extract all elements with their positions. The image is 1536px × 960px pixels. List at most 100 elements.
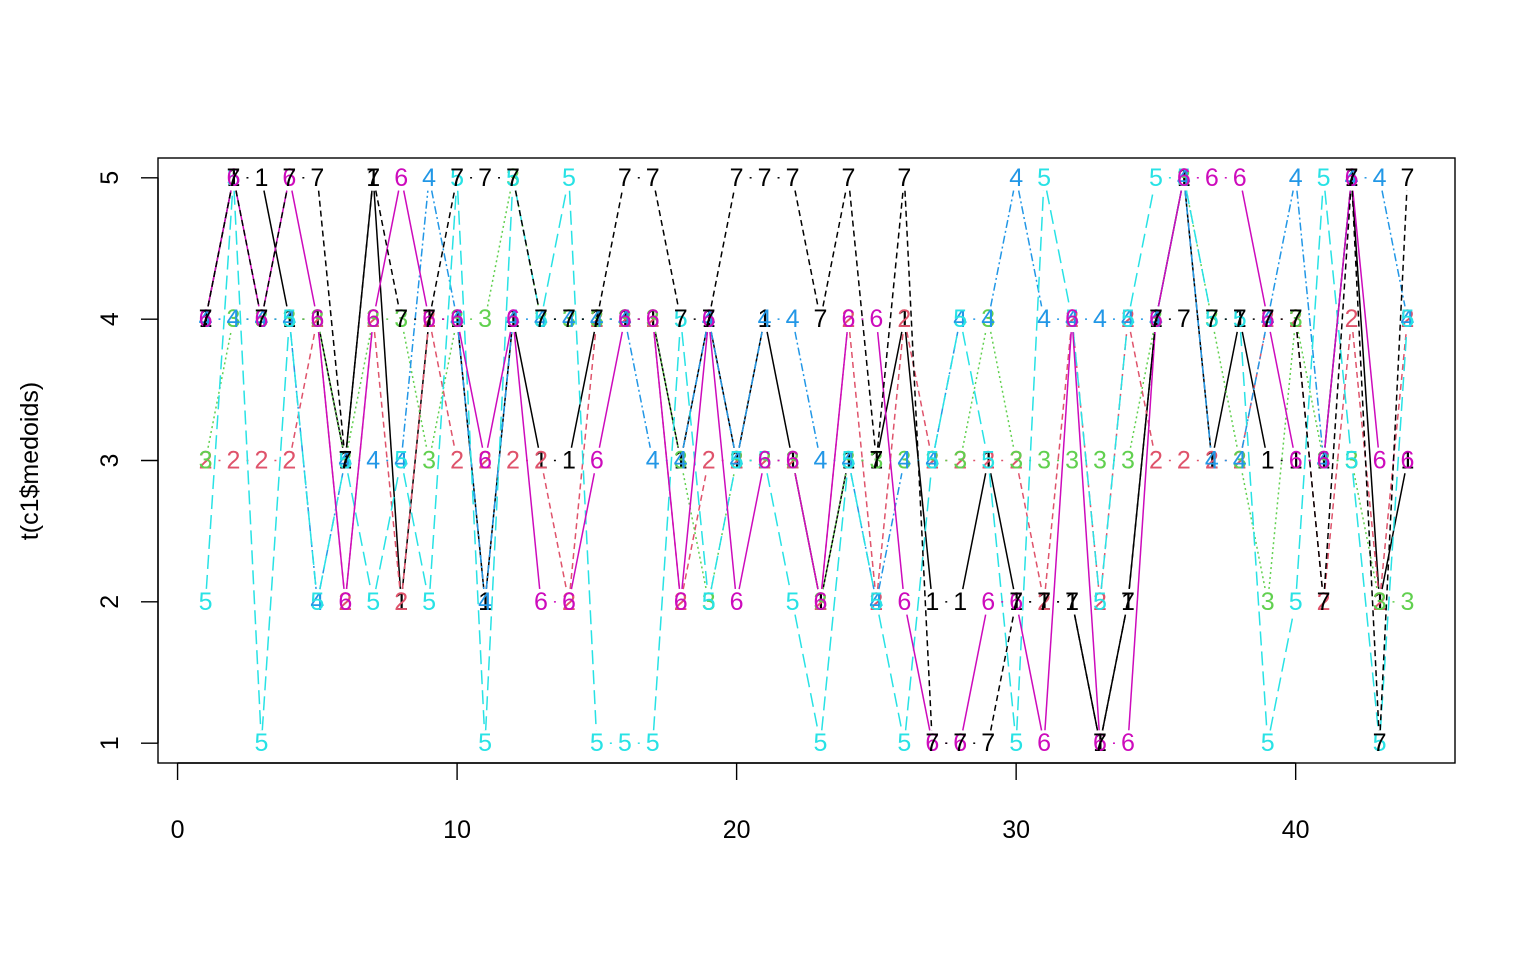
series-2-point: 2 [450, 447, 464, 475]
series-1-point: 1 [1037, 588, 1051, 616]
series-1-segment [373, 190, 402, 589]
series-4-point: 4 [841, 447, 855, 475]
series-3-point: 3 [366, 305, 380, 333]
series-3-point: 3 [1317, 447, 1331, 475]
series-7-point: 7 [366, 164, 380, 192]
series-3-point: 3 [1233, 447, 1247, 475]
series-7-point: 7 [674, 305, 688, 333]
series-3-point: 3 [1149, 305, 1163, 333]
series-3-point: 3 [506, 164, 520, 192]
series-4-point: 4 [897, 447, 911, 475]
series-7-point: 7 [1289, 305, 1303, 333]
series-1-point: 1 [590, 305, 604, 333]
series-4-segment [1296, 190, 1324, 448]
series-1-point: 1 [254, 164, 268, 192]
series-4-point: 4 [1009, 164, 1023, 192]
series-5-point: 5 [869, 588, 883, 616]
series-6-point: 6 [254, 305, 268, 333]
series-4-point: 4 [786, 305, 800, 333]
series-5-segment [233, 190, 262, 731]
series-1-segment [766, 331, 791, 448]
series-3-point: 3 [1345, 447, 1359, 475]
series-5-point: 5 [1037, 164, 1051, 192]
series-3-point: 3 [1373, 588, 1387, 616]
series-5-point: 5 [674, 305, 688, 333]
series-2-segment [1380, 332, 1407, 589]
series-4-point: 4 [562, 305, 576, 333]
series-1-point: 1 [562, 447, 576, 475]
series-3-point: 3 [1009, 447, 1023, 475]
series-5-segment [652, 332, 681, 731]
series-5-segment [821, 473, 848, 731]
series-3-point: 3 [869, 447, 883, 475]
series-1-segment [1381, 473, 1406, 590]
series-7-point: 7 [1121, 588, 1135, 616]
series-1-point: 1 [1345, 164, 1359, 192]
series-7-point: 7 [730, 164, 744, 192]
series-3-point: 3 [534, 305, 548, 333]
series-1-segment [962, 473, 987, 590]
series-5-point: 5 [981, 447, 995, 475]
y-tick-label: 3 [96, 454, 124, 468]
series-6-point: 6 [422, 305, 436, 333]
series-2-point: 2 [254, 447, 268, 475]
series-5-point: 5 [282, 305, 296, 333]
series-6-point: 6 [730, 588, 744, 616]
series-1-segment [1351, 190, 1380, 589]
series-1-point: 1 [227, 164, 241, 192]
series-2-point: 2 [897, 305, 911, 333]
series-6-segment [681, 332, 709, 589]
series-2-point: 2 [227, 447, 241, 475]
series-5-point: 5 [1009, 729, 1023, 757]
series-4-point: 4 [310, 588, 324, 616]
series-3-point: 3 [227, 305, 241, 333]
series-7-segment [317, 190, 345, 448]
series-5-point: 5 [1149, 164, 1163, 192]
series-1-segment [989, 473, 1015, 590]
series-6-point: 6 [1373, 447, 1387, 475]
series-1-point: 1 [422, 305, 436, 333]
series-2-segment [876, 332, 904, 589]
series-6-segment [1157, 190, 1183, 307]
series-7-segment [848, 190, 876, 448]
series-6-segment [1324, 190, 1352, 448]
series-5-point: 5 [534, 305, 548, 333]
series-7-point: 7 [1345, 164, 1359, 192]
series-2-point: 2 [841, 305, 855, 333]
series-2-point: 2 [394, 588, 408, 616]
series-5-point: 5 [1065, 305, 1079, 333]
series-7-segment [1379, 190, 1408, 731]
series-7-point: 7 [422, 305, 436, 333]
series-6-point: 6 [1177, 164, 1191, 192]
series-6-segment [598, 331, 624, 448]
series-5-point: 5 [310, 588, 324, 616]
series-7-segment [904, 190, 933, 731]
series-7-point: 7 [1065, 588, 1079, 616]
series-3-point: 3 [422, 447, 436, 475]
series-6-point: 6 [1037, 729, 1051, 757]
series-3-point: 3 [618, 305, 632, 333]
series-2-point: 2 [534, 447, 548, 475]
series-6-point: 6 [394, 164, 408, 192]
series-4-point: 4 [534, 305, 548, 333]
series-6-segment [375, 190, 400, 307]
series-1-point: 1 [646, 305, 660, 333]
series-2-point: 2 [1261, 305, 1275, 333]
series-4-point: 4 [674, 447, 688, 475]
series-2-point: 2 [1037, 588, 1051, 616]
series-1-segment [570, 331, 596, 448]
series-3-point: 3 [562, 305, 576, 333]
series-7-point: 7 [1317, 588, 1331, 616]
series-3-point: 3 [1261, 588, 1275, 616]
series-4-point: 4 [1317, 447, 1331, 475]
series-7-segment [1323, 190, 1352, 589]
series-3-point: 3 [702, 588, 716, 616]
series-7-point: 7 [562, 305, 576, 333]
series-5-point: 5 [646, 729, 660, 757]
series-4-point: 4 [925, 447, 939, 475]
series-1-point: 1 [478, 588, 492, 616]
series-5-segment [1016, 190, 1045, 731]
series-4-point: 4 [646, 447, 660, 475]
series-2-point: 2 [981, 447, 995, 475]
